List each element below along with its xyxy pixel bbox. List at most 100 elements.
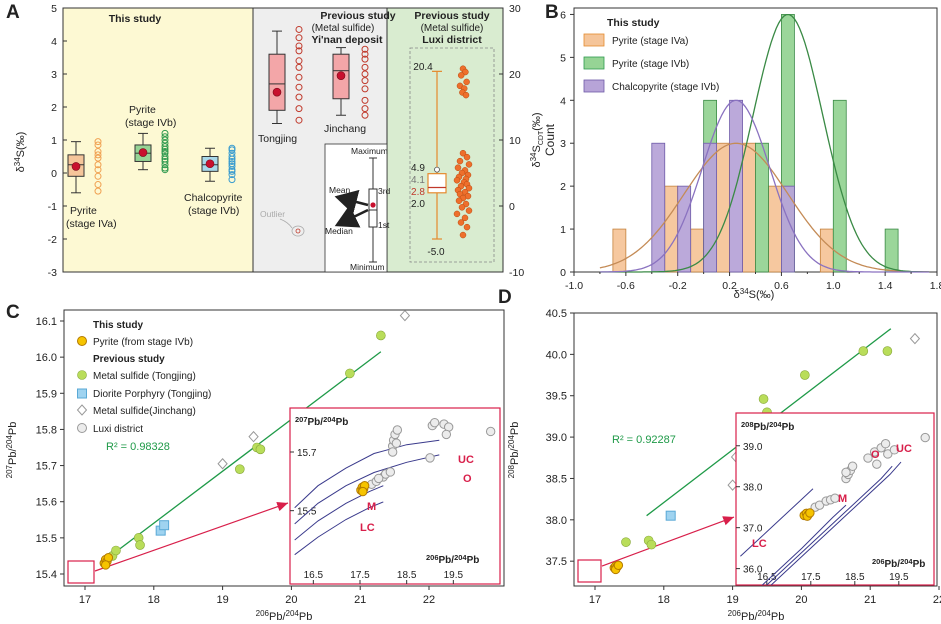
a-data-point xyxy=(295,93,303,101)
c-inset-point-luxi xyxy=(392,425,403,435)
c-legend-marker-jinchang xyxy=(76,404,88,416)
b-x-tick-label: 0.2 xyxy=(722,280,737,292)
b-normal-curve xyxy=(599,142,930,273)
c-legend-this-study: This study xyxy=(93,320,143,331)
panel-a-label: A xyxy=(6,2,20,23)
a-data-point xyxy=(361,50,369,58)
legend-mean: Mean xyxy=(329,185,351,195)
c-x-tick-label: 20 xyxy=(285,594,297,606)
luxi-data-point xyxy=(453,177,461,184)
c-inset-point-pyrite xyxy=(358,486,368,497)
a-data-point xyxy=(361,77,369,85)
a-data-point xyxy=(161,157,169,165)
c-point-jinchang xyxy=(217,458,228,470)
c-y-axis-title: 207Pb/204Pb xyxy=(5,422,19,479)
luxi-data-point xyxy=(465,184,473,192)
b-y-tick-label: 3 xyxy=(560,138,566,150)
d-x-tick-label: 22 xyxy=(933,594,941,606)
a-data-point xyxy=(361,45,369,53)
a-data-point xyxy=(361,55,369,63)
d-point-tongjing xyxy=(758,394,769,404)
b-y-axis-title: Count xyxy=(543,123,557,156)
c-y-tick-label: 15.7 xyxy=(36,461,57,473)
c-x-tick-label: 22 xyxy=(423,594,435,606)
c-y-tick-label: 15.6 xyxy=(36,497,57,509)
luxi-data-point xyxy=(458,204,466,211)
c-x-tick-label: 17 xyxy=(79,594,91,606)
luxi-q1-label: 2.0 xyxy=(411,199,425,210)
a-right-tick-label: 10 xyxy=(509,135,521,147)
b-legend-swatch-pyrite-ivb xyxy=(583,56,605,70)
a-data-point xyxy=(228,146,236,154)
d-inset-point-luxi xyxy=(841,467,851,478)
d-inset-point-pyrite xyxy=(805,508,815,518)
c-inset-curve-label: UC xyxy=(458,454,474,466)
d-point-porphyry xyxy=(665,510,676,521)
d-r2: R² = 0.92287 xyxy=(612,434,676,446)
a-data-point xyxy=(295,42,303,50)
d-inset-point-luxi xyxy=(869,447,880,457)
c-zoom-box xyxy=(67,560,95,584)
b-curves xyxy=(599,13,930,273)
legend-mean-dot xyxy=(370,202,376,208)
a-data-point xyxy=(228,171,236,179)
c-inset-plot: 16.5 17.5 18.5 19.5 15.7 15.5 UC O M LC xyxy=(290,417,496,584)
label-chalcopyrite-line2: (stage IVb) xyxy=(188,205,239,217)
c-inset-x-tick-label: 18.5 xyxy=(397,570,417,581)
d-inset-point-luxi xyxy=(920,432,930,443)
panel-d-label: D xyxy=(498,287,512,308)
d-inset-curve-label: O xyxy=(871,449,880,461)
b-x-tick-label: -0.6 xyxy=(617,280,635,292)
d-inset-point-luxi xyxy=(880,439,891,449)
luxi-data-point xyxy=(456,157,464,165)
previous-study-title: Previous study xyxy=(320,10,395,22)
d-point-tongjing xyxy=(882,346,893,356)
a-data-point xyxy=(361,85,369,93)
b-legend-title: This study xyxy=(607,17,660,29)
panel-a: A This study Previous study (Metal sulfi… xyxy=(6,2,545,279)
b-legend-swatch-pyrite-iva xyxy=(583,33,605,47)
d-inset-y-tick-label: 39.0 xyxy=(743,442,763,453)
a-right-tick-label: -10 xyxy=(509,267,524,279)
panel-c-frame xyxy=(63,309,505,587)
luxi-mean-marker xyxy=(434,166,440,173)
b-normal-curve xyxy=(599,99,930,273)
d-y-tick-label: 38.0 xyxy=(546,515,567,527)
label-tongjing: Tongjing xyxy=(258,133,297,145)
b-y-tick-label: 4 xyxy=(560,95,566,107)
a-data-point xyxy=(94,138,102,146)
a-data-point xyxy=(94,181,102,189)
b-normal-curve xyxy=(599,13,930,273)
c-legend-previous-study: Previous study xyxy=(93,354,165,365)
label-pyrite-ivb-line1: Pyrite xyxy=(129,104,156,116)
a-data-point xyxy=(228,157,236,165)
d-inset-curve-uc xyxy=(770,461,902,585)
d-y-tick-label: 40.0 xyxy=(546,349,567,361)
c-y-tick-label: 16.1 xyxy=(36,316,57,328)
label-chalcopyrite-line1: Chalcopyrite xyxy=(184,192,243,204)
d-inset-curve-lc xyxy=(740,488,814,557)
luxi-data-point xyxy=(457,72,465,79)
a-data-point xyxy=(94,141,102,149)
panel-c: C 17 18 19 20 21 22 15.4 15.5 15.6 15.7 15.8 15.9 16… xyxy=(5,302,505,623)
legend-outlier-marker xyxy=(291,225,305,237)
d-inset-y-tick-label: 38.0 xyxy=(743,483,763,494)
luxi-median-label: 2.8 xyxy=(411,187,425,198)
panel-c-label: C xyxy=(6,302,20,323)
d-inset-x-tick-label: 18.5 xyxy=(845,572,865,583)
d-inset-x-tick-label: 17.5 xyxy=(801,572,821,583)
d-inset-y-tick-label: 37.0 xyxy=(743,524,763,535)
c-inset-point-luxi xyxy=(391,438,402,448)
d-inset-curve-m xyxy=(762,504,847,585)
d-inset-point-luxi xyxy=(847,461,858,471)
c-inset-y-tick-label: 15.7 xyxy=(297,448,317,459)
a-data-point xyxy=(295,105,303,113)
a-right-tick-label: 30 xyxy=(509,3,521,15)
c-y-tick-label: 16.0 xyxy=(36,352,57,364)
a-box xyxy=(268,53,286,111)
d-inset-point-luxi xyxy=(830,493,840,503)
a-data-point xyxy=(94,187,102,195)
c-point-jinchang xyxy=(248,430,259,443)
d-inset-title: 208Pb/204Pb xyxy=(741,420,794,433)
